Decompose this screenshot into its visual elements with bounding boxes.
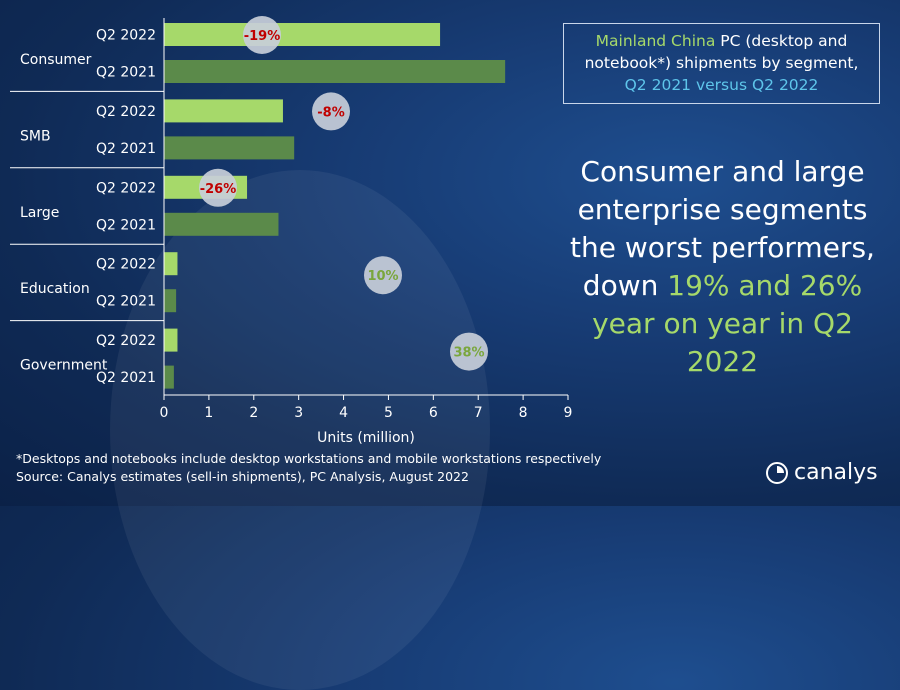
category-label: Government <box>20 358 108 374</box>
x-axis-title: Units (million) <box>317 430 415 446</box>
category-label: SMB <box>20 128 51 144</box>
headline-highlight: 19% and 26% year on year in Q2 2022 <box>592 269 863 378</box>
change-bubble <box>199 168 237 207</box>
headline: Consumer and large enterprise segments t… <box>560 153 885 381</box>
bar <box>164 252 178 276</box>
x-tick-label: 0 <box>160 405 169 421</box>
x-tick-label: 2 <box>249 405 258 421</box>
title-description: PC (desktop and notebook*) shipments by … <box>584 32 859 72</box>
change-label: 10% <box>367 269 398 284</box>
x-tick-label: 3 <box>294 405 303 421</box>
chart-title-box: Mainland China PC (desktop and notebook*… <box>563 23 880 104</box>
title-region: Mainland China <box>595 32 716 50</box>
category-label: Education <box>20 281 90 297</box>
change-bubble <box>450 332 488 371</box>
title-period: Q2 2021 versus Q2 2022 <box>624 76 819 94</box>
footnote-source: Source: Canalys estimates (sell-in shipm… <box>16 469 469 484</box>
bar-label: Q2 2021 <box>96 141 156 157</box>
canalys-logo-icon <box>766 461 788 484</box>
change-label: -8% <box>317 105 344 120</box>
bar <box>164 136 295 160</box>
bar-label: Q2 2022 <box>96 28 156 44</box>
category-label: Consumer <box>20 52 92 68</box>
bar-label: Q2 2021 <box>96 65 156 81</box>
bar-label: Q2 2022 <box>96 104 156 120</box>
bar <box>164 23 441 46</box>
footnote: *Desktops and notebooks include desktop … <box>16 450 601 486</box>
bar-label: Q2 2022 <box>96 333 156 349</box>
change-bubble <box>364 256 402 295</box>
change-bubble <box>312 92 350 131</box>
logo-text: canalys <box>794 460 878 485</box>
x-tick-label: 1 <box>204 405 213 421</box>
x-tick-label: 4 <box>339 405 348 421</box>
x-tick-label: 8 <box>519 405 528 421</box>
bar <box>164 365 174 389</box>
bar-label: Q2 2021 <box>96 294 156 310</box>
x-tick-label: 7 <box>474 405 483 421</box>
canalys-logo: canalys <box>766 460 878 485</box>
bar <box>164 60 506 83</box>
bar-label: Q2 2021 <box>96 370 156 386</box>
x-tick-label: 9 <box>564 405 573 421</box>
bar-label: Q2 2021 <box>96 217 156 233</box>
bar-label: Q2 2022 <box>96 180 156 196</box>
change-label: 38% <box>453 346 484 361</box>
change-bubble <box>243 16 281 54</box>
bar <box>164 212 279 236</box>
bar-label: Q2 2022 <box>96 257 156 273</box>
x-tick-label: 6 <box>429 405 438 421</box>
bar <box>164 328 178 352</box>
x-tick-label: 5 <box>384 405 393 421</box>
bar <box>164 99 283 123</box>
bar <box>164 289 177 313</box>
category-label: Large <box>20 205 59 221</box>
change-label: -26% <box>200 182 237 197</box>
change-label: -19% <box>244 29 281 44</box>
headline-text: Consumer and large enterprise segments t… <box>570 155 875 302</box>
footnote-definition: *Desktops and notebooks include desktop … <box>16 451 602 466</box>
